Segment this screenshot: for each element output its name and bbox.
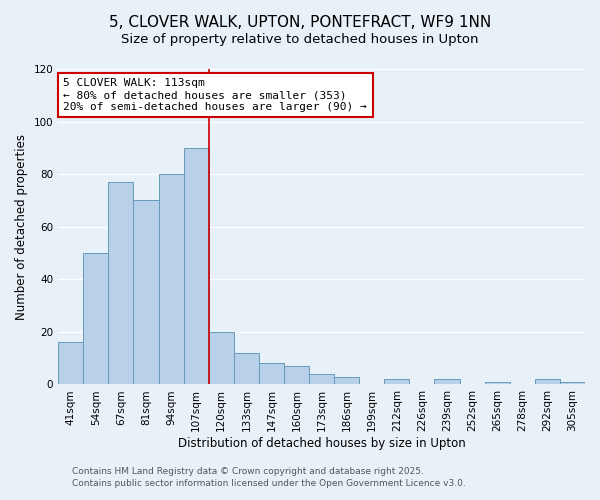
Bar [284, 366, 309, 384]
Bar [434, 379, 460, 384]
Text: Size of property relative to detached houses in Upton: Size of property relative to detached ho… [121, 32, 479, 46]
Bar [334, 376, 359, 384]
Bar [184, 148, 209, 384]
Text: Contains HM Land Registry data © Crown copyright and database right 2025.
Contai: Contains HM Land Registry data © Crown c… [72, 466, 466, 487]
Bar [58, 342, 83, 384]
Bar [109, 182, 133, 384]
X-axis label: Distribution of detached houses by size in Upton: Distribution of detached houses by size … [178, 437, 466, 450]
Bar [560, 382, 585, 384]
Y-axis label: Number of detached properties: Number of detached properties [15, 134, 28, 320]
Bar [485, 382, 510, 384]
Bar [209, 332, 234, 384]
Bar [83, 253, 109, 384]
Bar [158, 174, 184, 384]
Bar [133, 200, 158, 384]
Bar [535, 379, 560, 384]
Bar [259, 364, 284, 384]
Text: 5, CLOVER WALK, UPTON, PONTEFRACT, WF9 1NN: 5, CLOVER WALK, UPTON, PONTEFRACT, WF9 1… [109, 15, 491, 30]
Bar [309, 374, 334, 384]
Text: 5 CLOVER WALK: 113sqm
← 80% of detached houses are smaller (353)
20% of semi-det: 5 CLOVER WALK: 113sqm ← 80% of detached … [64, 78, 367, 112]
Bar [385, 379, 409, 384]
Bar [234, 353, 259, 384]
